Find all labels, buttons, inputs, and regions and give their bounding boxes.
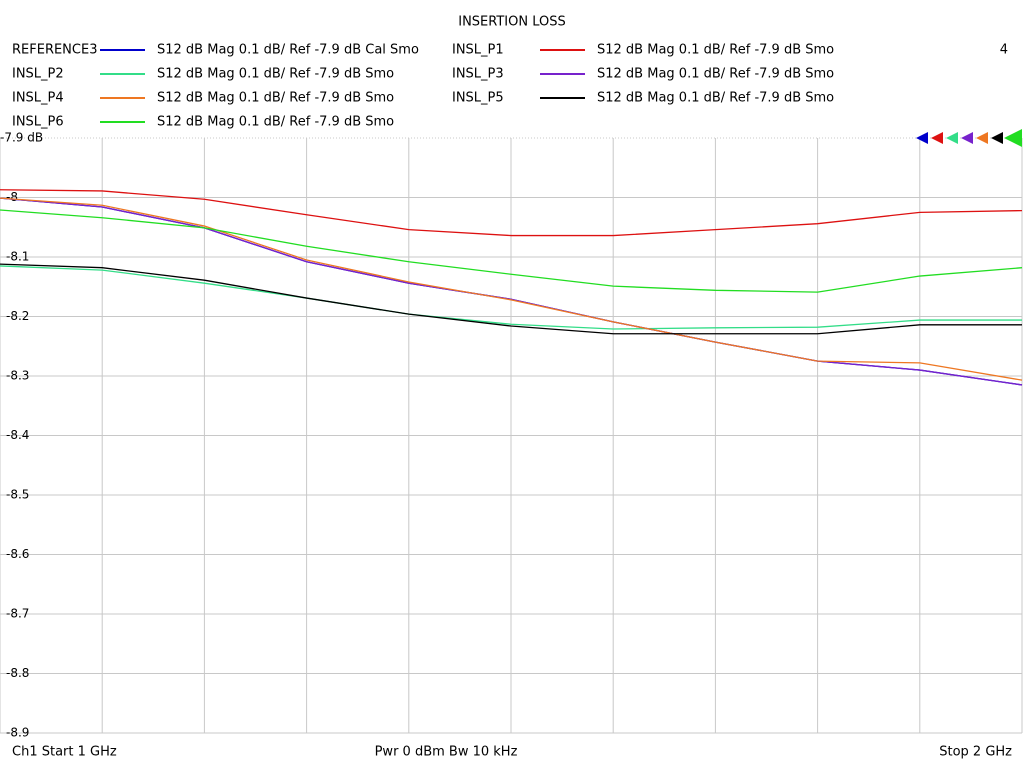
y-tick-label: -8.8 — [6, 666, 29, 680]
ref-marker — [931, 132, 943, 144]
legend-name: INSL_P5 — [452, 91, 504, 106]
y-tick-label: -8.4 — [6, 428, 29, 442]
legend-name: INSL_P6 — [12, 115, 64, 130]
y-tick-label: -8.7 — [6, 607, 29, 621]
legend-trace-info: S12 dB Mag 0.1 dB/ Ref -7.9 dB Smo — [157, 91, 394, 106]
legend-trace-info: S12 dB Mag 0.1 dB/ Ref -7.9 dB Smo — [597, 91, 834, 106]
ref-marker — [991, 132, 1003, 144]
legend-trace-info: S12 dB Mag 0.1 dB/ Ref -7.9 dB Smo — [157, 115, 394, 130]
y-tick-label: -7.9 dB — [0, 131, 43, 145]
legend-name: INSL_P4 — [12, 91, 64, 106]
y-tick-label: -8.3 — [6, 369, 29, 383]
legend-trace-info: S12 dB Mag 0.1 dB/ Ref -7.9 dB Cal Smo — [157, 43, 419, 58]
trace — [0, 263, 1022, 335]
legend-name: INSL_P3 — [452, 67, 504, 82]
ref-marker — [961, 132, 973, 144]
y-tick-label: -8.9 — [6, 726, 29, 740]
y-tick-label: -8.5 — [6, 488, 29, 502]
ref-marker — [976, 132, 988, 144]
ref-marker — [916, 132, 928, 144]
legend-name: INSL_P1 — [452, 43, 504, 58]
legend-trace-info: S12 dB Mag 0.1 dB/ Ref -7.9 dB Smo — [597, 67, 834, 82]
legend-name: INSL_P2 — [12, 67, 64, 82]
y-tick-label: -8.6 — [6, 547, 29, 561]
ref-marker — [946, 132, 958, 144]
trace — [0, 265, 1022, 330]
footer-left: Ch1 Start 1 GHz — [12, 745, 117, 760]
trace — [0, 209, 1023, 293]
annotation: 4 — [1000, 43, 1008, 58]
legend-name: REFERENCE3 — [12, 43, 97, 58]
trace — [0, 197, 1023, 381]
footer-center: Pwr 0 dBm Bw 10 kHz — [375, 745, 518, 760]
trace — [0, 189, 1023, 237]
chart-title: INSERTION LOSS — [458, 15, 566, 30]
y-tick-label: -8 — [6, 190, 18, 204]
y-tick-label: -8.1 — [6, 250, 29, 264]
legend-trace-info: S12 dB Mag 0.1 dB/ Ref -7.9 dB Smo — [597, 43, 834, 58]
ref-marker — [1004, 129, 1022, 147]
footer-right: Stop 2 GHz — [939, 745, 1012, 760]
legend-trace-info: S12 dB Mag 0.1 dB/ Ref -7.9 dB Smo — [157, 67, 394, 82]
y-tick-label: -8.2 — [6, 309, 29, 323]
